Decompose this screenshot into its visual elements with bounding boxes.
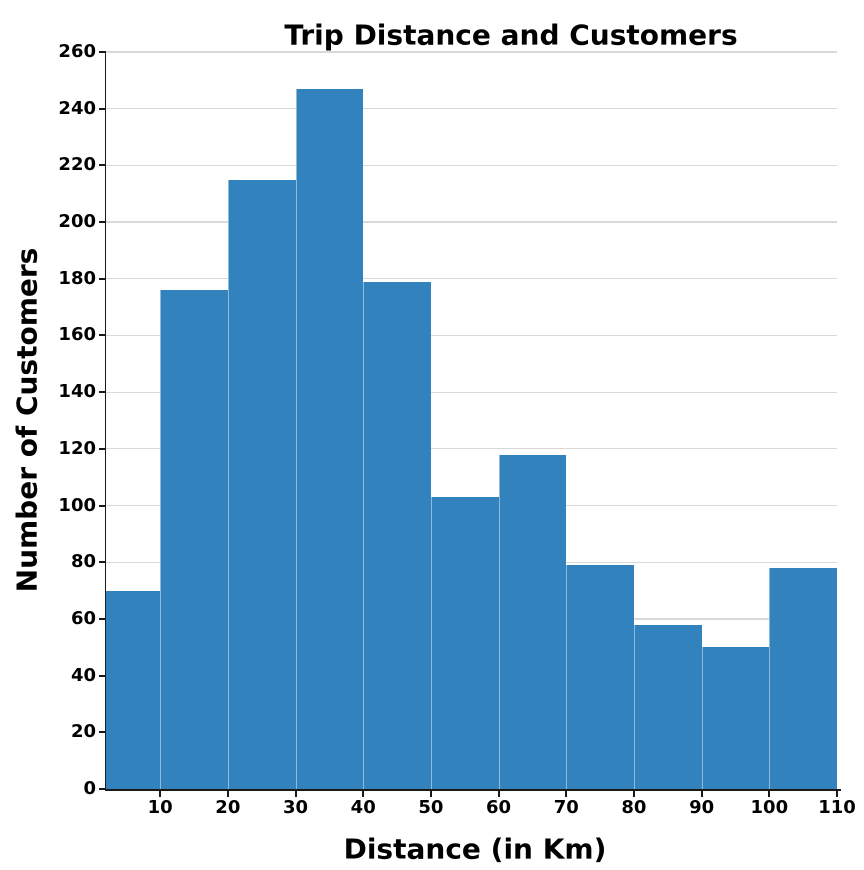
- y-tick-mark: [98, 221, 106, 224]
- y-tick-label: 80: [70, 551, 96, 573]
- y-tick-mark: [98, 164, 106, 167]
- x-tick-mark: [700, 789, 703, 797]
- x-tick-mark: [768, 789, 771, 797]
- x-tick-label: 70: [553, 797, 579, 818]
- y-tick-label: 260: [58, 41, 96, 62]
- chart-title: Trip Distance and Customers: [284, 18, 738, 52]
- gridline-y-140: [106, 391, 837, 393]
- gridline-y-160: [106, 334, 837, 337]
- y-axis-label: Number of Customers: [10, 247, 44, 593]
- x-tick-mark: [836, 789, 838, 797]
- y-tick-mark: [98, 391, 106, 394]
- gridline-y-240: [106, 108, 837, 110]
- y-tick-mark: [98, 504, 106, 507]
- y-tick-mark: [98, 51, 106, 53]
- x-axis-spine: [104, 789, 841, 791]
- histogram-bar: [769, 567, 837, 789]
- y-tick-mark: [98, 277, 106, 280]
- y-tick-label: 160: [58, 324, 96, 346]
- y-tick-mark: [98, 788, 106, 790]
- x-tick-mark: [294, 789, 297, 797]
- plot-area: [106, 51, 837, 789]
- histogram-bar: [498, 454, 567, 789]
- histogram-bar: [430, 497, 499, 789]
- y-tick-mark: [98, 334, 106, 337]
- x-tick-label: 90: [689, 797, 715, 818]
- x-tick-label: 110: [818, 797, 856, 818]
- histogram-bar: [106, 590, 161, 789]
- histogram-bar: [566, 565, 634, 789]
- y-tick-label: 100: [58, 494, 96, 516]
- y-tick-label: 200: [58, 211, 96, 233]
- histogram-bar: [227, 179, 296, 789]
- y-tick-mark: [98, 731, 106, 734]
- y-tick-label: 60: [70, 607, 96, 629]
- histogram-bar: [363, 281, 431, 789]
- x-tick-label: 100: [750, 797, 789, 818]
- y-tick-label: 240: [58, 97, 96, 119]
- x-tick-label: 80: [621, 797, 647, 818]
- y-tick-label: 20: [70, 721, 96, 743]
- x-tick-mark: [226, 789, 229, 797]
- y-tick-label: 120: [58, 437, 96, 459]
- x-tick-mark: [565, 789, 568, 797]
- y-tick-label: 140: [58, 381, 96, 403]
- x-tick-mark: [362, 789, 365, 797]
- histogram-bar: [633, 624, 702, 789]
- x-tick-mark: [159, 789, 162, 797]
- y-tick-label: 0: [83, 778, 96, 799]
- x-tick-label: 50: [418, 797, 444, 818]
- gridline-y-220: [106, 164, 837, 166]
- x-tick-mark: [497, 789, 500, 797]
- histogram-bar: [701, 647, 770, 789]
- gridline-y-200: [106, 221, 837, 223]
- x-axis-label: Distance (in Km): [343, 832, 607, 866]
- y-tick-mark: [98, 107, 106, 110]
- x-tick-label: 20: [215, 797, 241, 818]
- gridline-y-180: [106, 278, 837, 280]
- x-tick-label: 30: [282, 797, 309, 818]
- y-tick-mark: [98, 617, 106, 620]
- gridline-y-260: [106, 51, 837, 53]
- y-tick-mark: [98, 561, 106, 564]
- y-tick-label: 180: [58, 267, 96, 289]
- x-tick-mark: [429, 789, 432, 797]
- y-tick-label: 40: [70, 664, 96, 686]
- y-tick-label: 220: [58, 154, 96, 176]
- y-tick-mark: [98, 674, 106, 677]
- histogram-bar: [160, 290, 228, 789]
- histogram-bar: [295, 88, 364, 789]
- y-axis-spine: [104, 52, 106, 790]
- x-tick-mark: [632, 789, 635, 797]
- x-tick-label: 40: [350, 797, 376, 818]
- x-tick-label: 60: [486, 797, 512, 818]
- y-tick-mark: [98, 447, 106, 450]
- x-tick-label: 10: [147, 797, 173, 818]
- gridline-y-120: [106, 448, 837, 450]
